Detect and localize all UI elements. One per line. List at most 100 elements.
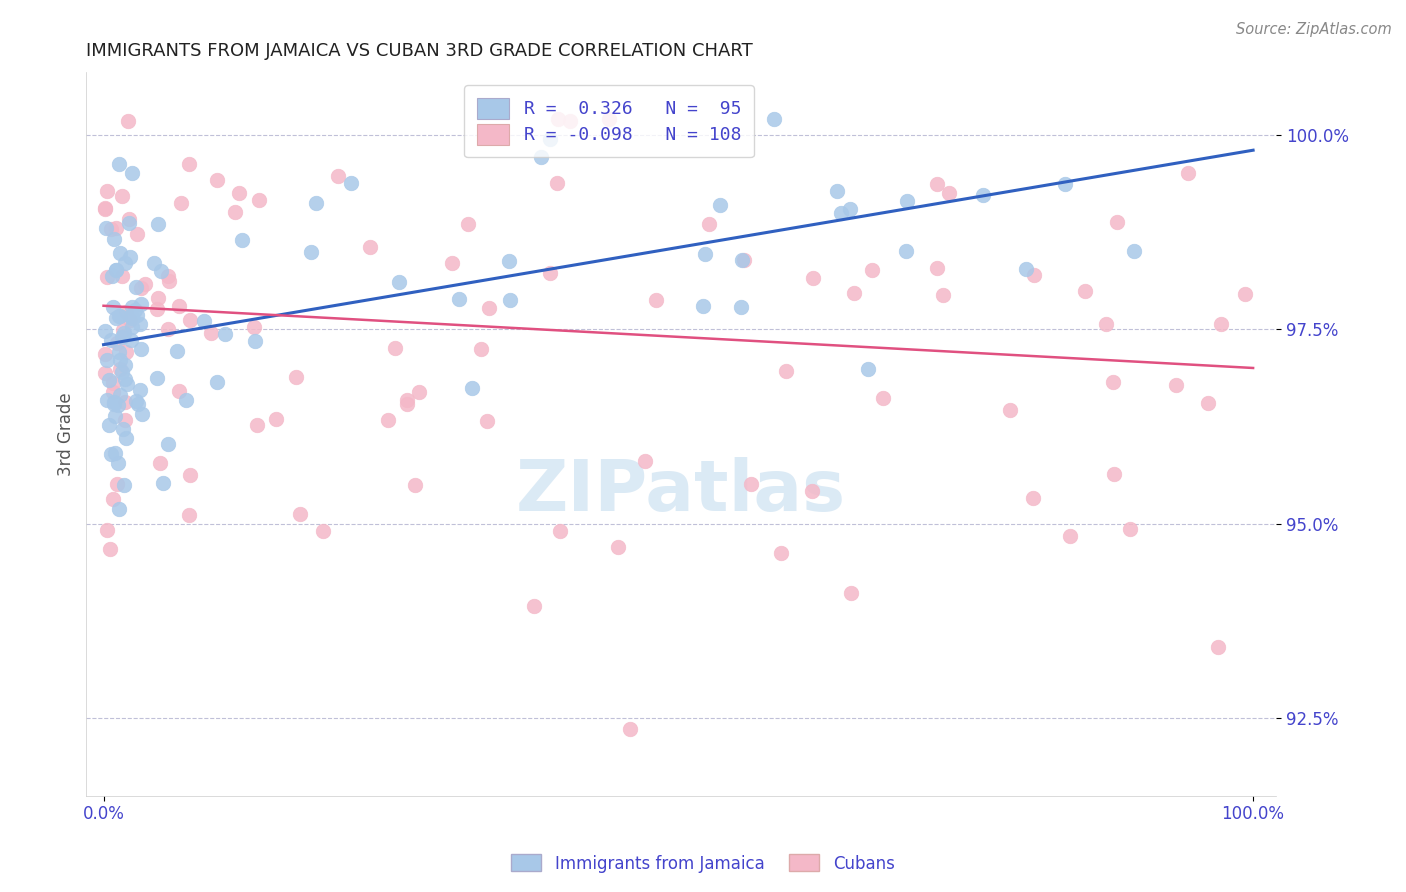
Point	[246, 418, 269, 433]
Point	[1022, 491, 1045, 505]
Point	[247, 193, 270, 207]
Point	[207, 173, 229, 187]
Point	[200, 326, 222, 340]
Point	[179, 313, 201, 327]
Point	[384, 341, 406, 355]
Point	[1122, 244, 1144, 259]
Point	[1059, 529, 1081, 543]
Point	[931, 288, 953, 302]
Point	[105, 476, 128, 491]
Point	[108, 345, 131, 359]
Point	[925, 260, 948, 275]
Point	[167, 299, 190, 313]
Point	[634, 454, 657, 468]
Point	[108, 362, 131, 376]
Point	[938, 186, 960, 201]
Point	[205, 375, 228, 389]
Point	[896, 194, 918, 209]
Point	[288, 507, 311, 521]
Point	[96, 352, 118, 367]
Point	[498, 254, 520, 268]
Point	[972, 188, 994, 202]
Point	[94, 201, 117, 215]
Point	[733, 252, 755, 267]
Point	[96, 220, 118, 235]
Point	[94, 347, 117, 361]
Point	[231, 233, 253, 247]
Point	[803, 271, 825, 285]
Point	[179, 467, 201, 482]
Point	[98, 373, 121, 387]
Legend: R =  0.326   N =  95, R = -0.098   N = 108: R = 0.326 N = 95, R = -0.098 N = 108	[464, 85, 754, 158]
Point	[103, 232, 125, 246]
Point	[538, 267, 561, 281]
Point	[775, 364, 797, 378]
Point	[120, 312, 142, 326]
Point	[166, 343, 188, 358]
Point	[111, 189, 134, 203]
Point	[115, 377, 138, 392]
Point	[740, 476, 762, 491]
Point	[1053, 177, 1076, 191]
Point	[127, 227, 149, 241]
Point	[1197, 396, 1219, 410]
Point	[838, 202, 860, 217]
Point	[709, 198, 731, 212]
Point	[96, 184, 118, 198]
Point	[619, 722, 641, 736]
Point	[112, 477, 135, 491]
Point	[129, 384, 152, 398]
Point	[998, 403, 1021, 417]
Point	[285, 369, 308, 384]
Point	[104, 221, 127, 235]
Point	[100, 541, 122, 556]
Point	[121, 311, 143, 326]
Point	[856, 361, 879, 376]
Point	[470, 342, 492, 356]
Point	[96, 270, 118, 285]
Point	[146, 217, 169, 231]
Point	[101, 376, 124, 391]
Point	[121, 300, 143, 314]
Point	[114, 372, 136, 386]
Point	[108, 156, 131, 170]
Point	[145, 370, 167, 384]
Point	[461, 380, 484, 394]
Point	[1022, 268, 1045, 282]
Point	[801, 483, 824, 498]
Point	[339, 176, 361, 190]
Point	[107, 456, 129, 470]
Point	[1119, 522, 1142, 536]
Point	[839, 586, 862, 600]
Point	[408, 384, 430, 399]
Point	[176, 392, 198, 407]
Point	[114, 358, 136, 372]
Point	[125, 394, 148, 409]
Point	[312, 524, 335, 538]
Point	[150, 264, 173, 278]
Point	[107, 398, 129, 412]
Point	[108, 246, 131, 260]
Point	[94, 324, 117, 338]
Point	[146, 291, 169, 305]
Point	[447, 292, 470, 306]
Point	[523, 599, 546, 614]
Point	[927, 177, 949, 191]
Point	[129, 342, 152, 356]
Point	[644, 293, 666, 307]
Point	[120, 333, 142, 347]
Point	[101, 491, 124, 506]
Point	[93, 366, 115, 380]
Point	[108, 309, 131, 323]
Text: Source: ZipAtlas.com: Source: ZipAtlas.com	[1236, 22, 1392, 37]
Point	[108, 309, 131, 323]
Point	[214, 327, 236, 342]
Point	[111, 329, 134, 343]
Point	[125, 308, 148, 322]
Point	[1105, 215, 1128, 229]
Point	[730, 301, 752, 315]
Point	[112, 326, 135, 340]
Point	[731, 253, 754, 268]
Point	[692, 299, 714, 313]
Point	[478, 301, 501, 316]
